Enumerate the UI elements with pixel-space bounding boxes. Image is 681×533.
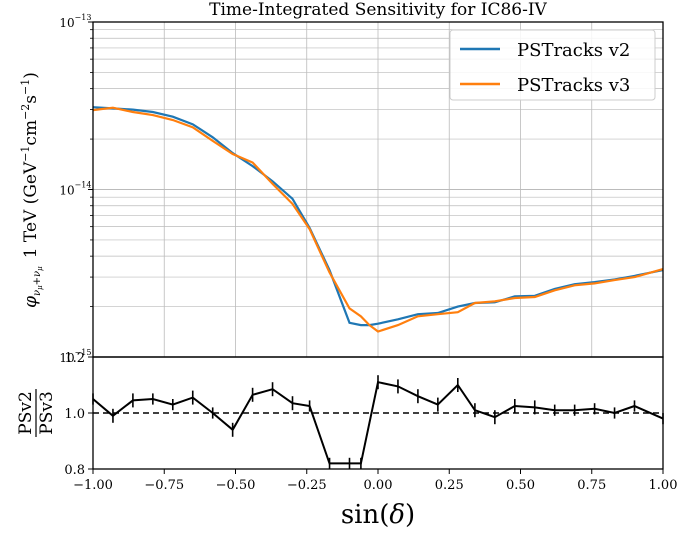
ratio-y-tick-label: 1.2: [64, 351, 85, 366]
top-ylabel: φνμ+νμ1 TeV (GeV−1cm−2s−1): [19, 72, 44, 308]
chart-title: Time-Integrated Sensitivity for IC86-IV: [209, 0, 547, 20]
bottom-ticks: 0.8 1.0 1.2 −1.00 −0.75 −0.50 −0.25 0.00 0.25 0.5…: [64, 351, 677, 493]
ratio-ylabel: PSv2 PSv3: [16, 389, 57, 437]
y-tick-label: 10: [59, 351, 74, 365]
ratio-line: [92, 381, 664, 465]
ylabel-sub-plus: +: [32, 277, 43, 285]
legend-label-v2: PSTracks v2: [517, 40, 630, 61]
ylabel-exp2: −2: [19, 104, 32, 120]
legend: PSTracks v2 PSTracks v3: [449, 29, 656, 101]
x-tick-label: 1.00: [649, 478, 678, 493]
ratio-series: [92, 375, 664, 469]
x-tick-label: 0.00: [364, 478, 393, 493]
ylabel-sub-nubar: ν: [32, 271, 43, 277]
x-tick-label: −0.25: [287, 478, 327, 493]
ylabel-exp3: −1: [19, 79, 32, 95]
ratio-y-tick-label: 0.8: [64, 463, 85, 478]
ylabel-sub-mu2: μ: [36, 266, 44, 271]
x-tick-label: 0.50: [506, 478, 535, 493]
x-tick-label: −1.00: [73, 478, 113, 493]
ylabel-sub-nu: ν: [32, 290, 43, 296]
ratio-y-tick-label: 1.0: [64, 407, 85, 422]
ylabel-s: s: [21, 95, 41, 104]
x-axis-label: sin(δ): [341, 500, 415, 530]
ylabel-cm: cm: [21, 120, 41, 146]
y-tick-label: 10: [59, 16, 74, 30]
ylabel-exp1: −1: [19, 146, 32, 162]
ylabel-sub-mu: μ: [36, 285, 44, 290]
legend-label-v3: PSTracks v3: [517, 75, 630, 96]
y-tick-label: 10: [59, 184, 74, 198]
y-tick-exponent: −14: [75, 181, 92, 190]
ylabel-phi: φ: [21, 296, 41, 308]
x-tick-label: 0.75: [577, 478, 606, 493]
ylabel-close: ): [21, 72, 41, 79]
x-tick-label: 0.25: [435, 478, 464, 493]
ratio-ylabel-den: PSv3: [37, 391, 57, 435]
y-tick-exponent: −15: [75, 348, 92, 357]
y-tick-exponent: −13: [75, 13, 92, 22]
x-tick-label: −0.75: [144, 478, 184, 493]
top-series: [92, 106, 664, 333]
svg-text:φνμ+νμ1 TeV (GeV−1cm−2s−1): φνμ+νμ1 TeV (GeV−1cm−2s−1): [19, 72, 44, 308]
ratio-ylabel-num: PSv2: [16, 391, 36, 435]
x-tick-label: −0.50: [216, 478, 256, 493]
ylabel-main: 1 TeV (GeV: [21, 161, 41, 258]
series-line-v3: [92, 106, 664, 333]
